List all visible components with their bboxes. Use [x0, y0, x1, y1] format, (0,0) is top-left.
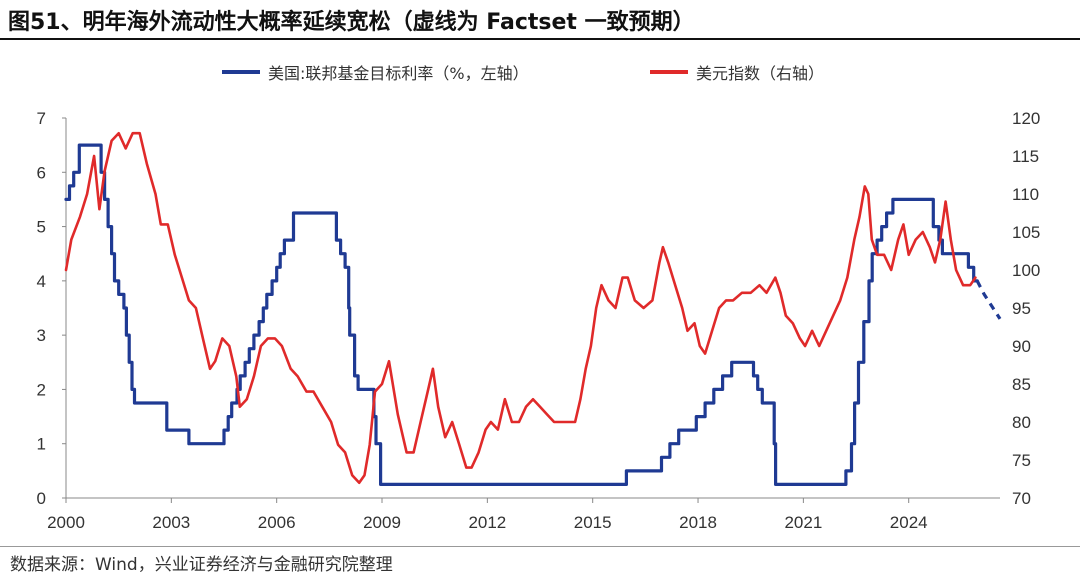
x-tick-label: 2021: [784, 513, 822, 532]
series-line-1: [975, 280, 1002, 320]
source-note: 数据来源：Wind，兴业证券经济与金融研究院整理: [10, 555, 393, 575]
y-left-tick-label: 5: [37, 218, 46, 237]
y-left-tick-label: 1: [37, 435, 46, 454]
y-right-tick-label: 85: [1012, 375, 1031, 394]
line-chart: 2000 2003 2006 2009 2012 2015 2018 2021 2024 0 1 2 3…: [37, 109, 1041, 532]
y-left-tick-label: 7: [37, 109, 46, 128]
legend-swatch-dxy: [650, 70, 688, 74]
x-tick-label: 2012: [468, 513, 506, 532]
legend-label-fed-rate: 美国:联邦基金目标利率（%，左轴）: [268, 64, 529, 83]
y-right-tick-label: 110: [1012, 185, 1039, 204]
chart-legend: 美国:联邦基金目标利率（%，左轴） 美元指数（右轴）: [0, 60, 1080, 84]
series-line-0: [64, 143, 979, 486]
x-tick-label: 2015: [574, 513, 612, 532]
y-right-tick-label: 70: [1012, 489, 1031, 508]
figure-title: 图51、明年海外流动性大概率延续宽松（虚线为 Factset 一致预期）: [8, 10, 695, 35]
y-right-tick-label: 75: [1012, 451, 1031, 470]
x-tick-label: 2003: [152, 513, 190, 532]
y-left-tick-label: 3: [37, 326, 46, 345]
y-left-tick-label: 4: [37, 272, 46, 291]
y-left-tick-label: 2: [37, 380, 46, 399]
legend-item-dxy: 美元指数（右轴）: [650, 60, 824, 84]
y-right-tick-label: 100: [1012, 261, 1040, 280]
x-tick-label: 2018: [679, 513, 717, 532]
x-tick-label: 2024: [890, 513, 928, 532]
y-left-tick-label: 6: [37, 163, 46, 182]
y-right-tick-label: 105: [1012, 223, 1040, 242]
legend-label-dxy: 美元指数（右轴）: [696, 64, 825, 83]
legend-swatch-fed-rate: [222, 70, 260, 74]
x-tick-label: 2006: [258, 513, 296, 532]
y-right-tick-label: 90: [1012, 337, 1031, 356]
y-right-tick-label: 80: [1012, 413, 1031, 432]
x-tick-label: 2009: [363, 513, 401, 532]
series-line-2: [64, 131, 977, 485]
y-right-tick-label: 120: [1012, 109, 1040, 128]
footer-divider: [0, 546, 1080, 547]
y-right-tick-label: 115: [1012, 147, 1039, 166]
y-left-tick-label: 0: [37, 489, 46, 508]
title-divider: [0, 38, 1080, 40]
y-right-tick-label: 95: [1012, 299, 1031, 318]
x-tick-label: 2000: [47, 513, 85, 532]
legend-item-fed-rate: 美国:联邦基金目标利率（%，左轴）: [222, 60, 529, 84]
